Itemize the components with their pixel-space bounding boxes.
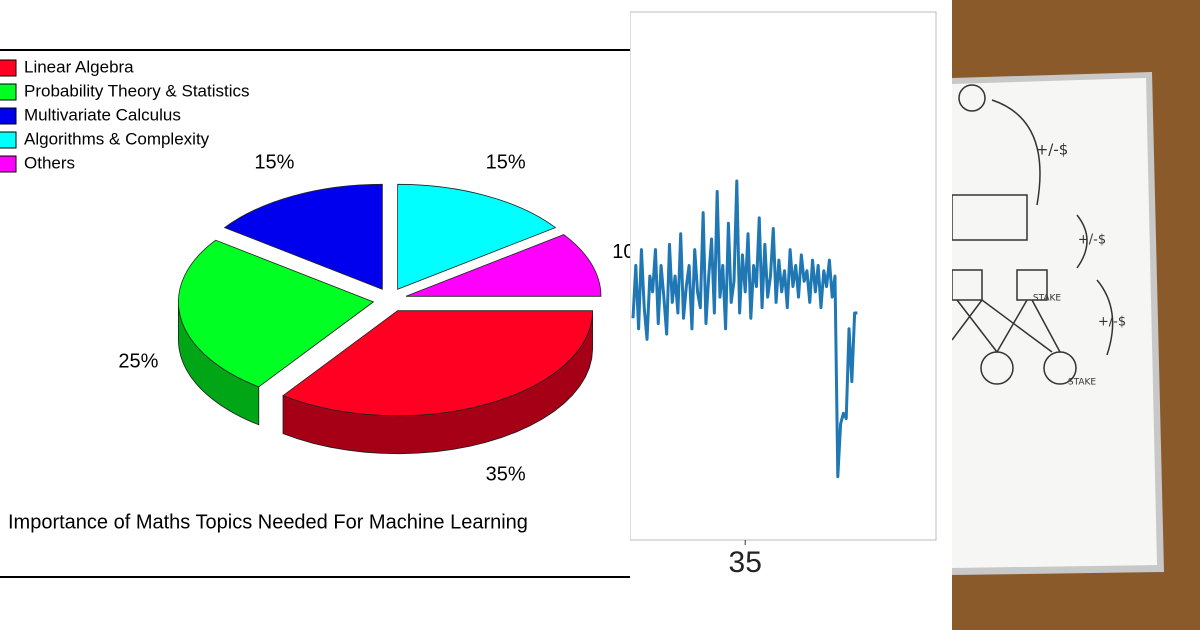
data-label: 15% [486, 151, 526, 173]
legend-swatch [0, 131, 17, 149]
data-label: 10% [612, 241, 630, 263]
legend-swatch [0, 107, 17, 125]
legend-label: Linear Algebra [24, 57, 134, 76]
pie-slice [282, 310, 594, 417]
whiteboard [952, 78, 1157, 568]
legend-label: Others [24, 153, 75, 172]
line-series [631, 179, 858, 479]
pie-slice [405, 234, 602, 297]
board-note: +/-$ [1098, 315, 1126, 330]
pie-slice [223, 183, 383, 290]
legend-swatch [0, 155, 17, 173]
data-label: 25% [118, 350, 158, 372]
legend-label: Multivariate Calculus [24, 105, 181, 124]
data-label: 35% [486, 463, 526, 485]
pie-slice [397, 183, 557, 290]
slice-shade [283, 310, 593, 454]
board-note: STAKE [1068, 378, 1097, 388]
photo-panel: +/-$ +/-$ +/-$ STAKE STAKE [952, 0, 1200, 630]
board-note: +/-$ [1078, 233, 1106, 248]
legend-swatch [0, 83, 17, 101]
data-label: 15% [254, 151, 294, 173]
pie-panel: Importance of Maths Topics Needed For Ma… [0, 49, 630, 578]
board-note: STAKE [1033, 294, 1062, 304]
legend-label: Algorithms & Complexity [24, 129, 210, 148]
line-panel: 35 [630, 11, 937, 579]
sketch [952, 84, 1114, 385]
legend-label: Probability Theory & Statistics [24, 81, 250, 100]
chart-title: Importance of Maths Topics Needed For Ma… [8, 511, 528, 533]
x-tick-label: 35 [729, 546, 762, 579]
pie-slice [178, 239, 375, 388]
board-note: +/-$ [1036, 141, 1069, 159]
legend-swatch [0, 59, 17, 77]
slice-shade [178, 301, 259, 425]
